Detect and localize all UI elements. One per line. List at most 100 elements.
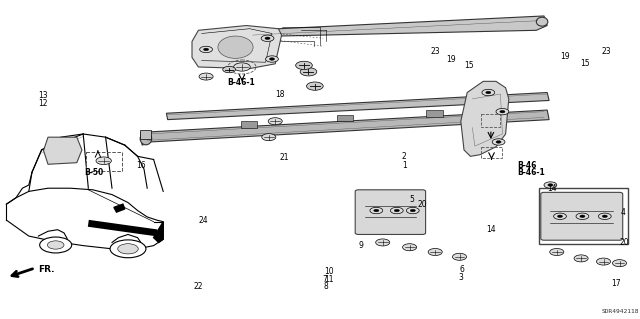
Text: FR.: FR. <box>38 265 55 274</box>
Circle shape <box>574 255 588 262</box>
Circle shape <box>199 73 213 80</box>
Bar <box>481 114 500 127</box>
Text: 17: 17 <box>611 279 621 288</box>
Circle shape <box>266 56 278 62</box>
Bar <box>86 152 122 171</box>
Text: 8: 8 <box>324 282 328 291</box>
Circle shape <box>486 91 491 94</box>
Circle shape <box>269 58 275 60</box>
Circle shape <box>223 66 236 73</box>
Text: 1: 1 <box>402 161 406 170</box>
Circle shape <box>394 209 399 212</box>
Text: B-46: B-46 <box>517 161 536 170</box>
Text: 19: 19 <box>560 52 570 61</box>
Polygon shape <box>246 16 547 37</box>
Ellipse shape <box>140 133 152 145</box>
Polygon shape <box>141 110 549 145</box>
Text: 3: 3 <box>458 273 463 282</box>
Circle shape <box>602 215 607 218</box>
Circle shape <box>376 239 390 246</box>
Polygon shape <box>192 26 282 69</box>
Circle shape <box>234 63 250 71</box>
Circle shape <box>262 134 276 141</box>
Text: 15: 15 <box>465 61 474 70</box>
Circle shape <box>550 249 564 256</box>
Circle shape <box>580 215 585 218</box>
Circle shape <box>390 207 403 214</box>
Circle shape <box>548 184 553 186</box>
Bar <box>337 115 353 121</box>
Bar <box>426 110 443 117</box>
Circle shape <box>200 46 212 53</box>
Circle shape <box>596 258 611 265</box>
Bar <box>481 147 502 158</box>
Polygon shape <box>114 204 125 212</box>
Circle shape <box>557 215 563 218</box>
Ellipse shape <box>218 36 253 58</box>
Circle shape <box>492 139 505 145</box>
Circle shape <box>554 213 566 219</box>
Circle shape <box>410 209 415 212</box>
Circle shape <box>598 213 611 219</box>
Circle shape <box>47 241 64 249</box>
Text: 10: 10 <box>324 267 334 276</box>
Circle shape <box>261 35 274 41</box>
Text: 4: 4 <box>621 208 626 217</box>
Circle shape <box>307 82 323 90</box>
Text: 5: 5 <box>410 195 415 204</box>
Text: 20: 20 <box>620 238 629 247</box>
Ellipse shape <box>536 17 548 26</box>
Text: 21: 21 <box>280 153 289 162</box>
Circle shape <box>265 37 270 40</box>
Circle shape <box>268 118 282 125</box>
Polygon shape <box>154 222 163 242</box>
Text: SDR4942118: SDR4942118 <box>601 309 639 314</box>
Circle shape <box>403 244 417 251</box>
Text: 13: 13 <box>38 91 48 100</box>
Circle shape <box>496 108 509 115</box>
Text: 23: 23 <box>430 47 440 56</box>
Circle shape <box>300 68 317 76</box>
Text: 14: 14 <box>486 225 496 234</box>
Circle shape <box>576 213 589 219</box>
Bar <box>140 130 151 139</box>
Text: B-50: B-50 <box>84 168 104 177</box>
Polygon shape <box>44 137 82 164</box>
Circle shape <box>406 207 419 214</box>
Text: 14: 14 <box>547 184 557 193</box>
FancyBboxPatch shape <box>355 190 426 234</box>
Bar <box>241 121 257 128</box>
Text: 7: 7 <box>323 275 328 284</box>
Text: 23: 23 <box>602 48 611 56</box>
Circle shape <box>428 249 442 256</box>
Circle shape <box>496 141 501 143</box>
Text: 9: 9 <box>358 241 364 250</box>
Text: 12: 12 <box>38 99 48 108</box>
Circle shape <box>204 48 209 51</box>
Polygon shape <box>166 93 549 120</box>
Text: 22: 22 <box>193 282 203 291</box>
Circle shape <box>96 157 111 165</box>
Circle shape <box>544 182 557 188</box>
Text: 20: 20 <box>418 200 428 209</box>
Circle shape <box>374 209 379 212</box>
Circle shape <box>296 61 312 70</box>
Circle shape <box>500 110 505 113</box>
Text: 19: 19 <box>446 55 456 63</box>
Text: 11: 11 <box>324 275 334 284</box>
Circle shape <box>110 240 146 258</box>
Polygon shape <box>461 81 509 156</box>
Circle shape <box>118 244 138 254</box>
Text: B-46-1: B-46-1 <box>517 168 545 177</box>
Text: 24: 24 <box>198 216 208 225</box>
Circle shape <box>370 207 383 214</box>
Text: B-46-1: B-46-1 <box>227 78 255 87</box>
Text: 18: 18 <box>275 90 285 99</box>
Circle shape <box>612 260 627 267</box>
Text: 16: 16 <box>136 161 146 170</box>
Text: 15: 15 <box>580 59 589 68</box>
Text: 6: 6 <box>460 265 465 274</box>
Text: 2: 2 <box>402 152 406 161</box>
Circle shape <box>452 253 467 260</box>
FancyBboxPatch shape <box>541 192 623 240</box>
